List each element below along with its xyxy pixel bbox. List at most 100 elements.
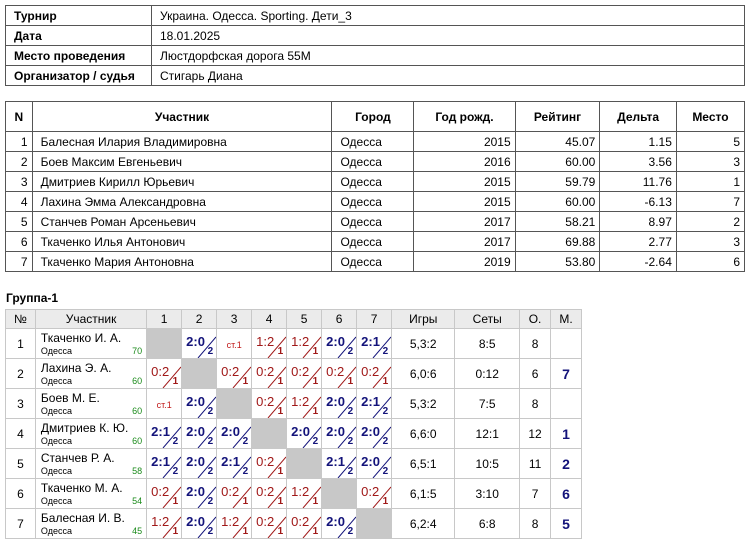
slash-line [372,426,391,448]
score-sub: 2 [382,406,389,417]
score: 2:0 [186,514,205,529]
slash [302,366,321,388]
result-cell: 0:2 1 [216,358,253,389]
games-cell: 6,0:6 [391,358,456,389]
slash-line [197,396,216,418]
slash-line [267,336,286,358]
score: 2:0 [326,334,345,349]
score-sub: 2 [347,436,354,447]
games-cell: 6,6:0 [391,418,456,449]
points-cell: 8 [519,328,552,359]
slash-line [267,516,286,538]
slash [197,486,216,508]
result-cell: 0:2 1 [146,358,183,389]
slash-line [302,366,321,388]
score: 2:0 [291,424,310,439]
slash-line [302,516,321,538]
result-cell: 0:2 1 [356,358,393,389]
slash [302,516,321,538]
score: 2:0 [326,424,345,439]
info-cell: 18.01.2025 [151,25,745,46]
score: 0:2 [256,484,275,499]
diagonal-cell [146,328,183,359]
score-sub: 2 [347,406,354,417]
diagonal-cell [181,358,218,389]
slash [372,486,391,508]
score-sub: 1 [172,376,179,387]
slash [197,516,216,538]
score-sub: 1 [382,496,389,507]
slash [372,336,391,358]
slash [232,516,251,538]
header-cell: Дельта [599,101,677,132]
result-cell: 1:2 1 [286,328,323,359]
header-cell: Место [675,101,746,132]
slash-line [337,336,356,358]
result-cell: 0:2 1 [251,508,288,539]
diagonal-cell [251,418,288,449]
slash [302,486,321,508]
result-cell: 2:0 2 [321,508,358,539]
slash [337,456,356,478]
player-cell: 69.88 [514,231,601,252]
slash-line [232,426,251,448]
group-row: 1 Ткаченко И. А. Одесса 70 2:0 2 ст.1 1:2 1 1:2 1 2… [5,328,582,359]
info-cell: Дата [5,25,152,46]
player-cell: 11.76 [599,171,677,192]
score: 2:1 [151,454,170,469]
score-sub: 2 [242,436,249,447]
player-cell: 2017 [413,211,516,232]
score-sub: 1 [277,406,284,417]
player-city: Одесса [40,346,72,356]
score-sub: 2 [312,436,319,447]
player-city: Одесса [40,466,72,476]
score-sub: 1 [172,496,179,507]
score: 0:2 [151,484,170,499]
header-cell: 3 [216,309,253,329]
score-sub: 2 [347,526,354,537]
number-cell: 7 [5,508,36,539]
score: 2:1 [326,454,345,469]
player-cell: Балесная Илария Владимировна [31,131,333,152]
result-cell: 1:2 1 [286,388,323,419]
points-cell: 6 [519,358,552,389]
score-sub: 1 [347,376,354,387]
player-city: Одесса [40,526,72,536]
header-cell: 7 [356,309,393,329]
slash-line [337,456,356,478]
result-cell: 2:0 2 [216,418,253,449]
slash [372,366,391,388]
result-note: ст.1 [156,399,172,410]
score-sub: 2 [382,466,389,477]
score-sub: 2 [207,466,214,477]
slash [337,336,356,358]
player-cell: 6 [5,231,33,252]
player-rating: 60 [132,406,143,416]
result-cell: 2:0 2 [356,418,393,449]
player-cell: 2.77 [599,231,677,252]
score-sub: 1 [312,496,319,507]
slash-line [162,366,181,388]
player-cell: 5 [675,131,746,152]
score: 0:2 [151,364,170,379]
score: 2:0 [326,514,345,529]
result-cell: 2:0 2 [181,478,218,509]
score-sub: 2 [347,466,354,477]
player-row: 3 Дмитриев Кирилл Юрьевич Одесса 2015 59.79 1… [5,171,746,192]
result-cell: 2:1 2 [356,388,393,419]
info-cell: Турнир [5,5,152,26]
result-cell: 2:0 2 [321,388,358,419]
score: 2:0 [221,424,240,439]
slash-line [302,336,321,358]
player-rating: 60 [132,436,143,446]
player-cell: Дмитриев К. Ю. Одесса 60 [34,418,148,449]
slash [232,426,251,448]
player-cell: Дмитриев Кирилл Юрьевич [31,171,333,192]
group-table: № Участник 1 2 3 4 5 6 7 Игры Сеты О. М. 1 Ткаченко И.… [5,309,582,539]
games-cell: 6,1:5 [391,478,456,509]
score: 2:0 [326,394,345,409]
info-table: Турнир Украина. Одесса. Sporting. Дети_3 Д… [5,5,745,86]
header-cell: Участник [31,101,333,132]
number-cell: 5 [5,448,36,479]
result-cell: 0:2 1 [251,478,288,509]
